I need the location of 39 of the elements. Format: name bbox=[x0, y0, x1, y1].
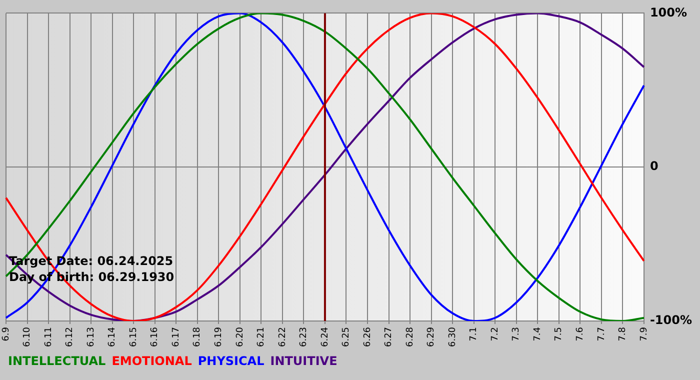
text: INTELLECTUAL bbox=[8, 354, 106, 368]
text: PHYSICAL bbox=[198, 354, 264, 368]
x-tick-label: 7.3 bbox=[512, 326, 522, 342]
x-tick-label: 7.4 bbox=[532, 326, 543, 342]
x-tick-label: 7.1 bbox=[469, 326, 480, 342]
x-tick-label: 6.12 bbox=[65, 326, 76, 348]
x-tick-label: 6.16 bbox=[150, 326, 160, 348]
x-tick-label: 6.29 bbox=[426, 326, 437, 348]
y-tick-label: 0 bbox=[650, 159, 658, 174]
x-tick-label: 6.28 bbox=[405, 326, 416, 348]
x-tick-label: 7.8 bbox=[618, 326, 628, 342]
x-tick-label: 6.9 bbox=[1, 326, 12, 342]
x-tick-label: 6.24 bbox=[320, 326, 330, 348]
x-tick-label: 6.27 bbox=[384, 326, 394, 348]
x-tick-label: 6.14 bbox=[108, 326, 118, 348]
line-series bbox=[5, 13, 645, 321]
text: EMOTIONAL bbox=[112, 354, 192, 368]
x-tick-label: 6.20 bbox=[235, 326, 246, 348]
x-tick-label: 6.18 bbox=[192, 326, 203, 348]
x-tick-label: 6.15 bbox=[128, 326, 139, 348]
x-tick-label: 6.22 bbox=[278, 326, 288, 348]
x-tick-label: 6.17 bbox=[171, 326, 182, 348]
x-tick-label: 6.10 bbox=[22, 326, 33, 348]
y-tick-label: 100% bbox=[650, 5, 688, 20]
x-tick-label: 7.9 bbox=[639, 326, 650, 342]
text: INTUITIVE bbox=[270, 354, 338, 368]
x-tick-label: 6.13 bbox=[86, 326, 96, 348]
x-tick-label: 6.11 bbox=[44, 326, 54, 348]
x-tick-label: 6.19 bbox=[214, 326, 224, 348]
x-tick-label: 7.2 bbox=[490, 326, 500, 342]
x-tick-label: 6.23 bbox=[299, 326, 310, 348]
x-tick-label: 7.6 bbox=[575, 326, 586, 342]
x-tick-label: 7.5 bbox=[554, 326, 564, 342]
x-tick-label: 6.30 bbox=[448, 326, 458, 348]
x-tick-label: 6.25 bbox=[342, 326, 352, 348]
x-tick-label: 6.26 bbox=[362, 326, 373, 348]
x-tick-label: 6.21 bbox=[256, 326, 267, 348]
x-tick-label: 7.7 bbox=[596, 326, 607, 342]
y-tick-label: -100% bbox=[650, 313, 692, 328]
